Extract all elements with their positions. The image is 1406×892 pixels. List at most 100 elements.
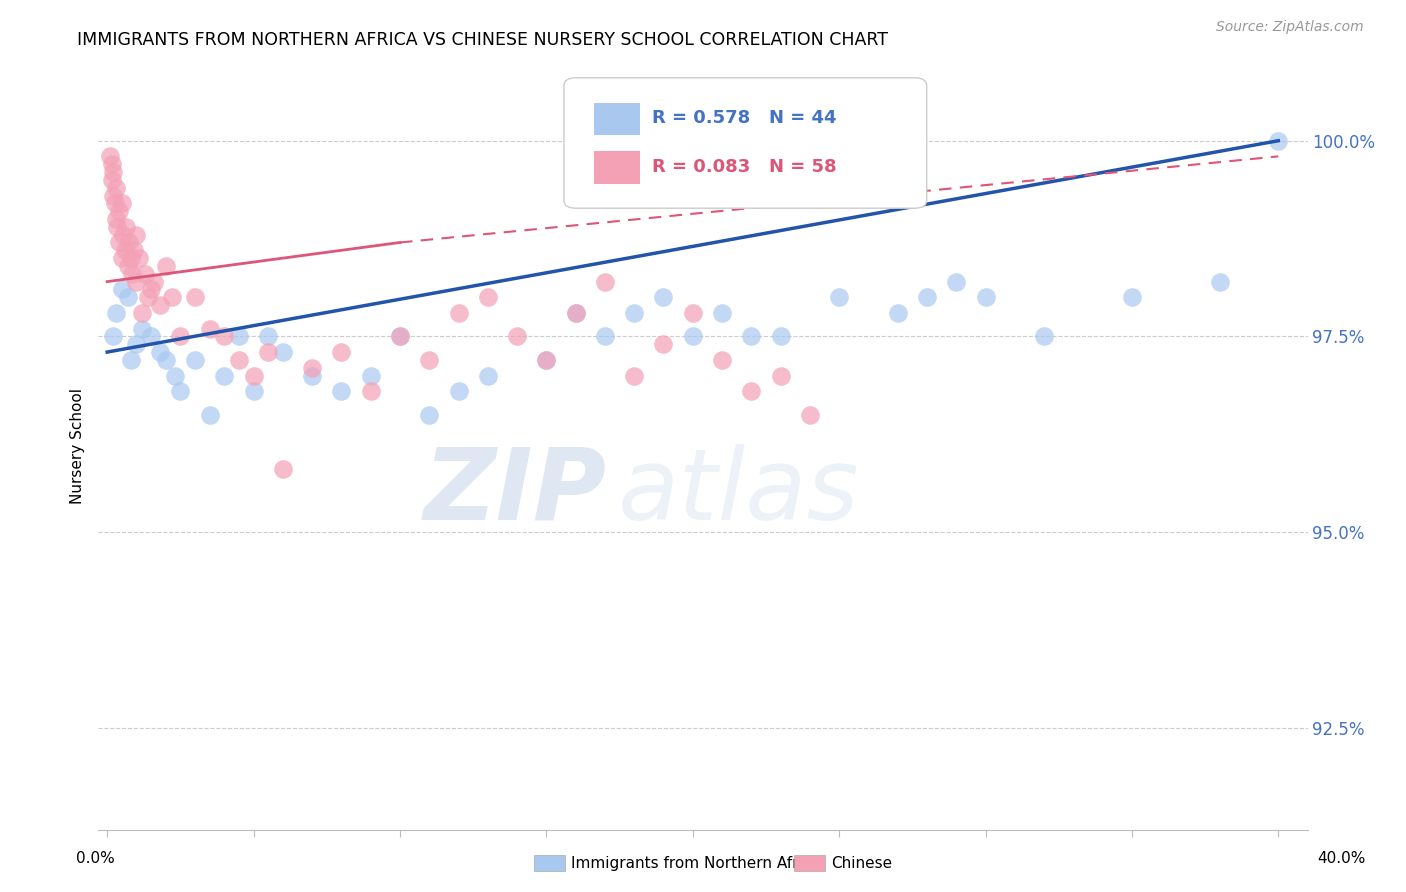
Point [682, 329, 704, 343]
Point [564, 306, 586, 320]
Point [163, 368, 186, 383]
Point [388, 329, 411, 343]
Point [169, 384, 191, 399]
Point [477, 368, 499, 383]
Point [799, 408, 821, 422]
Point [418, 408, 440, 422]
Point [447, 306, 470, 320]
Point [271, 345, 294, 359]
Point [111, 282, 134, 296]
Text: IMMIGRANTS FROM NORTHERN AFRICA VS CHINESE NURSERY SCHOOL CORRELATION CHART: IMMIGRANTS FROM NORTHERN AFRICA VS CHINE… [77, 31, 889, 49]
Point [122, 244, 145, 258]
Text: ZIP: ZIP [423, 443, 606, 541]
Point [682, 306, 704, 320]
Point [108, 235, 131, 250]
Point [652, 337, 675, 351]
Point [360, 384, 382, 399]
Point [711, 352, 734, 367]
Bar [595, 152, 640, 184]
Point [184, 290, 207, 304]
Point [120, 352, 142, 367]
Point [117, 259, 139, 273]
Point [103, 196, 125, 211]
Point [1209, 275, 1232, 289]
Point [1033, 329, 1056, 343]
Point [1267, 134, 1289, 148]
Bar [595, 103, 640, 136]
Point [330, 384, 353, 399]
Point [769, 368, 792, 383]
Point [536, 352, 558, 367]
Point [117, 290, 139, 304]
Point [149, 298, 172, 312]
Point [101, 188, 124, 202]
Point [108, 204, 131, 219]
Point [447, 384, 470, 399]
Point [769, 329, 792, 343]
Point [536, 352, 558, 367]
Point [125, 275, 148, 289]
Point [974, 290, 997, 304]
Point [125, 337, 148, 351]
Point [160, 290, 183, 304]
Point [139, 282, 162, 296]
Y-axis label: Nursery School: Nursery School [70, 388, 86, 504]
Point [149, 345, 172, 359]
Point [112, 227, 135, 242]
Point [104, 180, 127, 194]
Point [101, 165, 124, 179]
Point [169, 329, 191, 343]
Point [242, 384, 264, 399]
Point [114, 244, 136, 258]
Point [242, 368, 264, 383]
Text: R = 0.083   N = 58: R = 0.083 N = 58 [652, 158, 837, 176]
Point [131, 321, 153, 335]
Point [257, 345, 280, 359]
Point [155, 352, 177, 367]
Point [131, 306, 153, 320]
Point [107, 219, 129, 234]
Point [100, 173, 122, 187]
Point [214, 368, 236, 383]
Point [120, 251, 142, 265]
Point [134, 267, 156, 281]
Text: 0.0%: 0.0% [76, 851, 115, 865]
Point [301, 368, 323, 383]
Text: 40.0%: 40.0% [1317, 851, 1365, 865]
Point [104, 212, 127, 227]
Point [125, 227, 148, 242]
Point [98, 149, 121, 163]
Point [271, 462, 294, 476]
Text: R = 0.578   N = 44: R = 0.578 N = 44 [652, 110, 837, 128]
Point [104, 306, 127, 320]
Point [121, 267, 143, 281]
Point [1121, 290, 1143, 304]
Point [118, 235, 141, 250]
Point [139, 329, 162, 343]
Point [915, 290, 938, 304]
FancyBboxPatch shape [564, 78, 927, 208]
Point [301, 360, 323, 375]
Text: atlas: atlas [619, 443, 860, 541]
Point [115, 219, 138, 234]
Point [360, 368, 382, 383]
Point [623, 306, 645, 320]
Point [593, 329, 616, 343]
Text: Source: ZipAtlas.com: Source: ZipAtlas.com [1216, 20, 1364, 34]
Point [623, 368, 645, 383]
Point [418, 352, 440, 367]
Point [945, 275, 967, 289]
Point [111, 196, 134, 211]
Point [477, 290, 499, 304]
Point [228, 352, 250, 367]
Point [155, 259, 177, 273]
Text: Chinese: Chinese [831, 856, 891, 871]
Point [711, 306, 734, 320]
Point [388, 329, 411, 343]
Point [740, 329, 762, 343]
Point [214, 329, 236, 343]
Point [740, 384, 762, 399]
Point [886, 306, 908, 320]
Point [593, 275, 616, 289]
Point [330, 345, 353, 359]
